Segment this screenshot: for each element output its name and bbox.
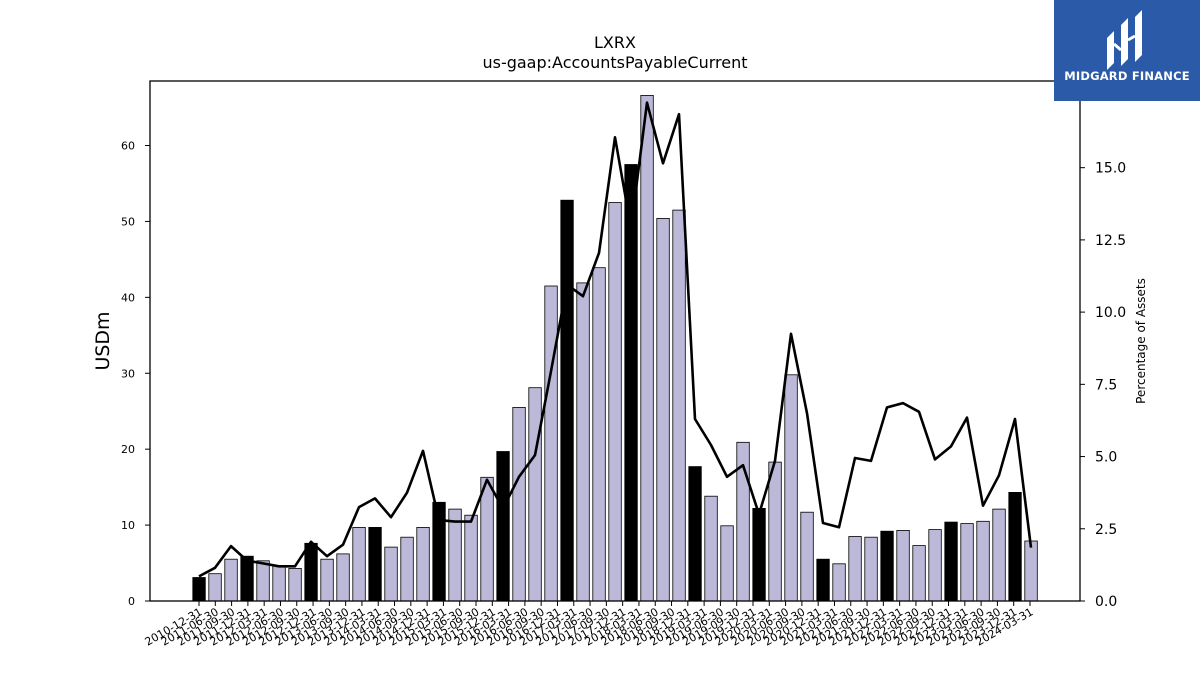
x-axis: 2010-12-312011-06-302011-09-302011-12-31…	[143, 601, 1036, 649]
brand-logo: MIDGARD FINANCE	[1054, 0, 1200, 101]
bar	[240, 555, 254, 602]
bar	[224, 558, 238, 602]
bar	[672, 209, 686, 602]
bar	[352, 527, 366, 602]
plot-frame	[149, 80, 1081, 602]
bar	[960, 523, 974, 602]
bar	[752, 507, 766, 602]
y-tick-label: 30	[121, 367, 135, 380]
bar	[592, 267, 606, 602]
bar	[304, 542, 318, 602]
bar	[992, 508, 1006, 602]
bar	[624, 164, 638, 602]
y-tick-label: 60	[121, 140, 135, 153]
bar	[816, 558, 830, 602]
y-tick-label: 20	[121, 443, 135, 456]
bar	[384, 546, 398, 602]
bar	[976, 520, 990, 602]
bar	[928, 529, 942, 602]
bar	[208, 573, 222, 602]
y2-tick-label: 15.0	[1095, 161, 1126, 177]
y2-tick-label: 5.0	[1095, 450, 1117, 466]
y-tick-label: 0	[128, 595, 135, 608]
y2-tick-label: 0.0	[1095, 594, 1117, 610]
bar-group	[192, 95, 1038, 602]
bar	[368, 527, 382, 602]
bar	[256, 560, 270, 602]
bar	[544, 285, 558, 602]
bar	[944, 521, 958, 602]
y2-axis-label: Percentage of Assets	[1134, 278, 1148, 404]
y-axis-right: 0.02.55.07.510.012.515.017.5	[1080, 88, 1126, 610]
bar	[496, 451, 510, 602]
bar	[784, 374, 798, 602]
y2-tick-label: 12.5	[1095, 233, 1126, 249]
y-tick-label: 50	[121, 215, 135, 228]
bar	[512, 406, 526, 602]
y-tick-label: 10	[121, 519, 135, 532]
bar	[272, 565, 286, 602]
y-axis-label: USDm	[92, 311, 114, 370]
bar	[704, 495, 718, 602]
bar	[688, 466, 702, 602]
bar	[864, 536, 878, 602]
y-axis-left: 0 10 20 30 40 50 60	[121, 140, 150, 608]
bar	[320, 558, 334, 602]
bar	[912, 545, 926, 602]
bar	[288, 568, 302, 602]
bar	[528, 387, 542, 602]
bar	[416, 527, 430, 602]
bar	[640, 95, 654, 602]
y-tick-label: 40	[121, 291, 135, 304]
bar	[656, 217, 670, 602]
bar	[400, 536, 414, 602]
bar	[608, 202, 622, 602]
bar	[800, 511, 814, 602]
bar	[192, 577, 206, 602]
chart-title: LXRX	[594, 33, 636, 52]
y2-tick-label: 10.0	[1095, 305, 1126, 321]
y2-tick-label: 2.5	[1095, 522, 1117, 538]
bar	[720, 525, 734, 602]
logo-text: MIDGARD FINANCE	[1064, 69, 1190, 83]
bar	[464, 514, 478, 602]
bar	[336, 553, 350, 602]
logo-mark-icon	[1107, 10, 1142, 70]
bar	[832, 563, 846, 602]
chart-subtitle: us-gaap:AccountsPayableCurrent	[482, 53, 747, 72]
bar	[1024, 540, 1038, 602]
bar	[560, 199, 574, 602]
bar	[576, 282, 590, 602]
y2-tick-label: 7.5	[1095, 377, 1117, 393]
bar	[768, 461, 782, 602]
bar	[896, 530, 910, 602]
percentage-line	[198, 101, 1033, 578]
bar	[848, 536, 862, 602]
bar	[1008, 491, 1022, 602]
bar	[480, 476, 494, 602]
bar	[880, 530, 894, 602]
